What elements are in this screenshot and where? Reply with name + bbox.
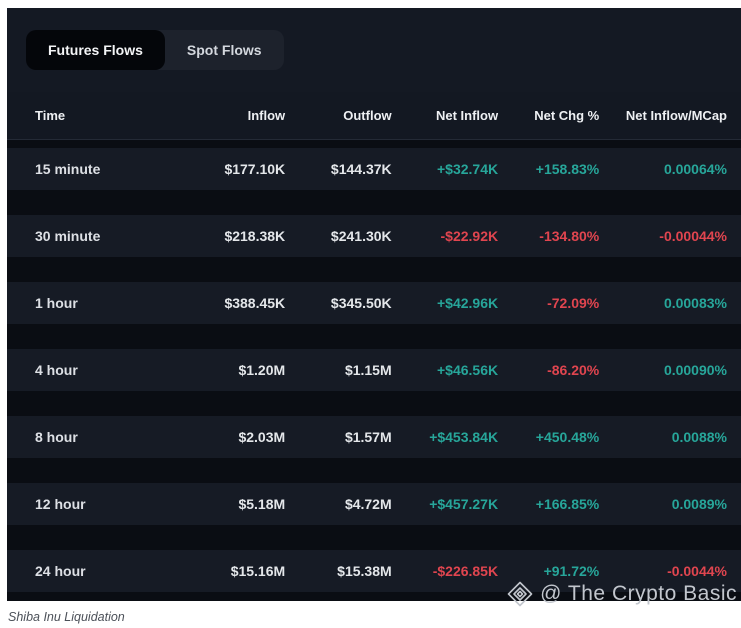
inflow-cell: $5.18M [238, 496, 286, 512]
inflow-cell: $2.03M [238, 429, 286, 445]
header-net-inflow-mcap: Net Inflow/MCap [625, 108, 727, 123]
header-net-inflow: Net Inflow [435, 108, 499, 123]
outflow-cell: $4.72M [344, 496, 392, 512]
outflow-cell: $144.37K [330, 161, 392, 177]
net-inflow-mcap-cell: 0.00064% [663, 161, 727, 177]
tab-futures-flows[interactable]: Futures Flows [26, 30, 165, 70]
time-cell: 12 hour [35, 496, 86, 512]
outflow-cell: $1.15M [344, 362, 392, 378]
net-chg-cell: +450.48% [535, 429, 600, 445]
net-chg-cell: +91.72% [543, 563, 600, 579]
header-time: Time [35, 108, 66, 123]
flows-panel: Futures Flows Spot Flows Time Inflow Out… [7, 8, 741, 601]
tab-bar: Futures Flows Spot Flows [26, 30, 284, 70]
net-inflow-cell: -$22.92K [440, 228, 499, 244]
flows-table: Time Inflow Outflow Net Inflow Net Chg %… [7, 92, 741, 601]
inflow-cell: $388.45K [224, 295, 286, 311]
net-inflow-cell: +$453.84K [429, 429, 499, 445]
net-chg-cell: -72.09% [547, 295, 600, 311]
table-header-row: Time Inflow Outflow Net Inflow Net Chg %… [7, 92, 741, 140]
net-inflow-mcap-cell: 0.00083% [663, 295, 727, 311]
tab-spot-flows[interactable]: Spot Flows [165, 30, 284, 70]
net-chg-cell: -134.80% [539, 228, 600, 244]
table-row: 24 hour $15.16M $15.38M -$226.85K +91.72… [7, 550, 741, 592]
net-inflow-cell: +$457.27K [429, 496, 499, 512]
time-cell: 24 hour [35, 563, 86, 579]
table-row: 30 minute $218.38K $241.30K -$22.92K -13… [7, 215, 741, 257]
inflow-cell: $218.38K [224, 228, 286, 244]
net-inflow-cell: -$226.85K [432, 563, 499, 579]
header-inflow: Inflow [247, 108, 286, 123]
time-cell: 1 hour [35, 295, 78, 311]
table-row: 12 hour $5.18M $4.72M +$457.27K +166.85%… [7, 483, 741, 525]
header-outflow: Outflow [343, 108, 392, 123]
time-cell: 15 minute [35, 161, 101, 177]
table-row: 8 hour $2.03M $1.57M +$453.84K +450.48% … [7, 416, 741, 458]
outflow-cell: $345.50K [330, 295, 392, 311]
net-chg-cell: -86.20% [547, 362, 600, 378]
net-inflow-mcap-cell: -0.0044% [667, 563, 727, 579]
net-chg-cell: +166.85% [535, 496, 600, 512]
net-inflow-mcap-cell: 0.00090% [663, 362, 727, 378]
net-inflow-cell: +$46.56K [436, 362, 499, 378]
inflow-cell: $177.10K [224, 161, 286, 177]
header-net-chg: Net Chg % [534, 108, 600, 123]
net-inflow-mcap-cell: 0.0089% [671, 496, 727, 512]
time-cell: 30 minute [35, 228, 101, 244]
inflow-cell: $15.16M [230, 563, 286, 579]
net-inflow-mcap-cell: 0.0088% [671, 429, 727, 445]
time-cell: 8 hour [35, 429, 78, 445]
table-row: 15 minute $177.10K $144.37K +$32.74K +15… [7, 148, 741, 190]
caption: Shiba Inu Liquidation [8, 610, 125, 624]
table-row: 4 hour $1.20M $1.15M +$46.56K -86.20% 0.… [7, 349, 741, 391]
outflow-cell: $241.30K [330, 228, 392, 244]
inflow-cell: $1.20M [238, 362, 286, 378]
net-inflow-cell: +$42.96K [436, 295, 499, 311]
outflow-cell: $15.38M [337, 563, 392, 579]
table-row: 1 hour $388.45K $345.50K +$42.96K -72.09… [7, 282, 741, 324]
outflow-cell: $1.57M [344, 429, 392, 445]
net-inflow-cell: +$32.74K [436, 161, 499, 177]
net-inflow-mcap-cell: -0.00044% [659, 228, 727, 244]
time-cell: 4 hour [35, 362, 78, 378]
table-body: 15 minute $177.10K $144.37K +$32.74K +15… [7, 148, 741, 592]
net-chg-cell: +158.83% [535, 161, 600, 177]
